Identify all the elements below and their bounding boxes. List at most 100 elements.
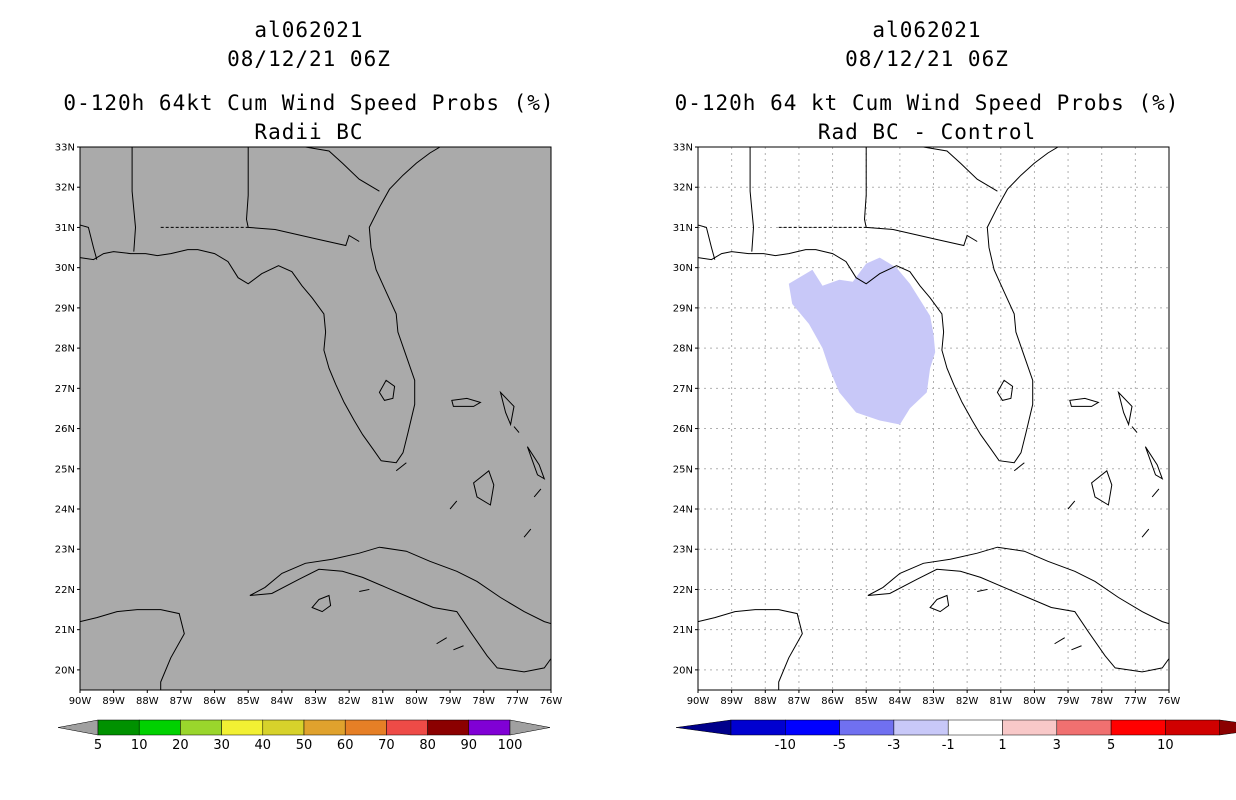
colorbar-segment: [785, 719, 840, 736]
colorbar-label: 20: [172, 738, 189, 753]
lat-tick-label: 20N: [673, 665, 693, 676]
colorbar-label: -3: [887, 738, 900, 753]
lat-tick-label: 30N: [673, 263, 693, 274]
right-map-panel: al062021 08/12/21 06Z 0-120h 64 kt Cum W…: [618, 0, 1236, 800]
lat-tick-label: 26N: [673, 424, 693, 435]
lon-tick-label: 81W: [989, 696, 1012, 707]
colorbar-left-arrow: [57, 719, 99, 736]
colorbar-right-arrow: [1219, 719, 1236, 736]
lat-tick-label: 25N: [673, 464, 693, 475]
lon-tick-label: 84W: [889, 696, 912, 707]
lon-tick-label: 85W: [237, 696, 260, 707]
colorbar-label: 100: [498, 738, 523, 753]
probability-difference-area: [788, 257, 936, 425]
colorbar-label: -5: [833, 738, 846, 753]
state-border: [923, 147, 998, 192]
lat-tick-label: 28N: [55, 344, 75, 355]
lon-tick-label: 89W: [720, 696, 743, 707]
bahamas-island: [451, 397, 482, 407]
lon-tick-label: 80W: [1023, 696, 1046, 707]
islet: [1013, 462, 1025, 472]
lat-tick-label: 21N: [673, 625, 693, 636]
lon-tick-label: 90W: [69, 696, 92, 707]
lat-tick-label: 32N: [673, 183, 693, 194]
yucatan-coastline: [80, 609, 185, 690]
state-border: [131, 147, 137, 252]
lon-tick-label: 85W: [855, 696, 878, 707]
lake-okeechobee: [996, 379, 1014, 401]
lake-okeechobee: [378, 379, 396, 401]
islet: [1054, 637, 1065, 645]
lon-tick-label: 82W: [956, 696, 979, 707]
lon-tick-label: 84W: [271, 696, 294, 707]
colorbar-segment: [97, 719, 140, 736]
islet: [977, 588, 988, 592]
colorbar-label: 10: [1157, 738, 1174, 753]
state-border: [863, 147, 978, 247]
right-map-svg: 33N 32N 31N 30N 29N 28N 27N 26N 25N 24N 23N 22N 21N 2…: [673, 143, 1236, 753]
lon-tick-label: 86W: [821, 696, 844, 707]
lat-tick-label: 22N: [55, 585, 75, 596]
colorbar-segment: [344, 719, 387, 736]
bahamas-island: [526, 446, 546, 480]
islet: [1151, 488, 1160, 498]
islet: [1071, 645, 1082, 651]
map-subtitle: Rad BC - Control: [817, 120, 1037, 144]
bahamas-island: [499, 390, 515, 427]
state-border: [245, 147, 360, 247]
lon-tick-label: 81W: [371, 696, 394, 707]
lat-tick-label: 29N: [55, 303, 75, 314]
colorbar-label: 60: [337, 738, 354, 753]
colorbar-label: 90: [461, 738, 478, 753]
lon-tick-label: 82W: [338, 696, 361, 707]
colorbar-segment: [427, 719, 470, 736]
islet: [513, 426, 520, 433]
colorbar-segment: [262, 719, 305, 736]
lat-tick-label: 20N: [55, 665, 75, 676]
lat-tick-label: 32N: [55, 183, 75, 194]
lon-tick-label: 83W: [304, 696, 327, 707]
colorbar-segment: [1110, 719, 1166, 736]
colorbar-label: 50: [296, 738, 313, 753]
colorbar-segment: [839, 719, 895, 736]
coastline: [80, 147, 441, 464]
lon-tick-label: 77W: [1124, 696, 1147, 707]
bahamas-island: [1091, 469, 1113, 506]
islet: [395, 462, 407, 472]
storm-id-label: al062021: [254, 18, 364, 42]
cuba-coastline: [867, 546, 1169, 673]
colorbar-segment: [180, 719, 222, 736]
lat-tick-label: 23N: [55, 545, 75, 556]
datetime-label: 08/12/21 06Z: [845, 47, 1009, 71]
colorbar-segment: [730, 719, 786, 736]
map-background: [80, 147, 551, 690]
lon-tick-label: 76W: [540, 696, 563, 707]
bahamas-island: [1144, 446, 1164, 480]
islet: [533, 488, 542, 498]
colorbar-segment: [1002, 719, 1058, 736]
bahamas-island: [473, 469, 495, 506]
lon-tick-label: 76W: [1158, 696, 1181, 707]
lat-tick-label: 25N: [55, 464, 75, 475]
state-border: [698, 224, 716, 260]
map-layer: [698, 147, 1169, 690]
map-title: 0-120h 64 kt Cum Wind Speed Probs (%): [674, 91, 1180, 115]
lon-tick-label: 87W: [788, 696, 811, 707]
colorbar-label: 70: [378, 738, 395, 753]
lon-tick-label: 78W: [472, 696, 495, 707]
left-map-svg: 33N 32N 31N 30N 29N 28N 27N 26N 25N 24N 23N 22N 21N 2…: [55, 143, 563, 754]
lat-tick-label: 23N: [673, 545, 693, 556]
lon-tick-label: 80W: [405, 696, 428, 707]
lat-tick-label: 27N: [673, 384, 693, 395]
lon-tick-label: 83W: [922, 696, 945, 707]
lat-tick-label: 31N: [673, 223, 693, 234]
map-title: 0-120h 64kt Cum Wind Speed Probs (%): [63, 91, 555, 115]
coastline: [698, 147, 1059, 464]
state-border: [305, 147, 380, 192]
islet: [449, 500, 458, 510]
islet: [523, 528, 532, 538]
map-subtitle: Radii BC: [254, 120, 364, 144]
colorbar-label: 5: [94, 738, 102, 753]
lon-tick-label: 90W: [687, 696, 710, 707]
islet: [436, 637, 447, 645]
